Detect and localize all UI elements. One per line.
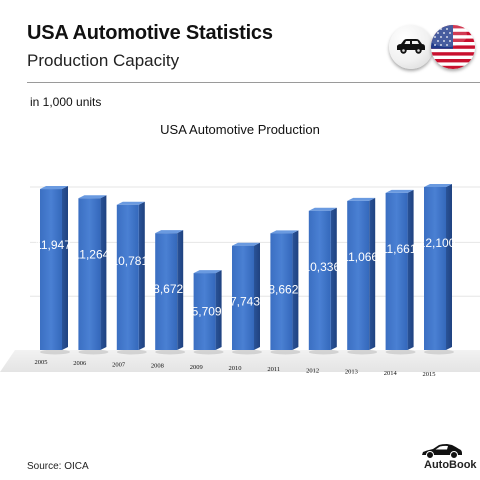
x-tick-label: 2005 bbox=[35, 359, 48, 366]
x-tick-label: 2011 bbox=[267, 366, 280, 373]
page-subtitle: Production Capacity bbox=[27, 51, 180, 70]
brand-name: AutoBook bbox=[424, 459, 477, 471]
chart-x-tick-labels: 2005 2006 2007 2008 2009 2010 2011 2012 2013 2014… bbox=[35, 359, 436, 378]
bar-2014 bbox=[385, 189, 416, 355]
bar-2009 bbox=[193, 270, 224, 355]
chart-title: USA Automotive Production bbox=[160, 122, 320, 137]
x-tick-label: 2012 bbox=[306, 367, 319, 374]
bar-2006 bbox=[78, 195, 109, 355]
bar-2015 bbox=[424, 184, 454, 355]
x-tick-label: 2010 bbox=[229, 365, 242, 372]
bar-2007 bbox=[116, 201, 147, 355]
sports-car-icon bbox=[422, 444, 462, 459]
x-tick-label: 2014 bbox=[384, 370, 398, 377]
x-tick-label: 2008 bbox=[151, 363, 164, 370]
x-tick-label: 2007 bbox=[112, 361, 126, 368]
x-tick-label: 2006 bbox=[73, 360, 87, 367]
bar-value-label: 10,336 bbox=[303, 260, 340, 274]
x-tick-label: 2009 bbox=[190, 364, 203, 371]
bar-value-label: 8,672 bbox=[153, 282, 183, 296]
bar-value-label: 11,066 bbox=[342, 250, 378, 264]
bar-2011 bbox=[270, 230, 301, 355]
bar-value-label: 12,100 bbox=[419, 236, 456, 250]
chart-bars bbox=[40, 184, 454, 355]
source-note: Source: OICA bbox=[27, 461, 89, 472]
x-tick-label: 2015 bbox=[423, 371, 436, 378]
bar-2010 bbox=[232, 242, 262, 355]
bar-2008 bbox=[155, 230, 186, 355]
header-divider bbox=[27, 82, 480, 83]
car-icon bbox=[389, 25, 433, 69]
x-tick-label: 2013 bbox=[345, 369, 358, 376]
bar-value-label: 11,264 bbox=[73, 247, 109, 261]
bar-value-label: 10,781 bbox=[111, 254, 148, 268]
bar-value-label: 11,947 bbox=[35, 238, 71, 252]
bar-2012 bbox=[308, 207, 339, 355]
us-flag-icon bbox=[431, 25, 475, 69]
bar-2013 bbox=[347, 197, 378, 355]
bar-value-label: 5,709 bbox=[192, 305, 222, 319]
bar-2005 bbox=[40, 186, 70, 355]
bar-value-label: 8,662 bbox=[268, 282, 298, 296]
bar-value-label: 11,661 bbox=[381, 242, 417, 256]
page-title: USA Automotive Statistics bbox=[27, 22, 273, 44]
units-note: in 1,000 units bbox=[30, 95, 102, 109]
chart-floor bbox=[0, 350, 480, 372]
bar-value-label: 7,743 bbox=[230, 295, 260, 309]
